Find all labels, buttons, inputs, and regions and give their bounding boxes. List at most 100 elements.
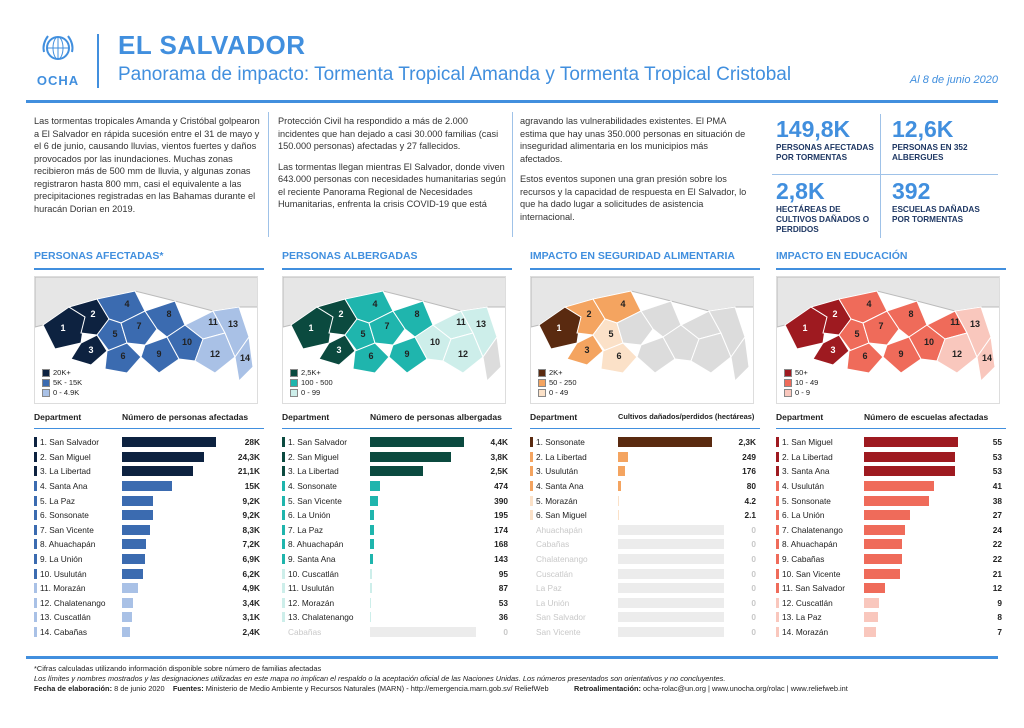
department-area[interactable] xyxy=(234,335,254,383)
value-bar xyxy=(370,437,464,448)
bar-track xyxy=(864,568,970,579)
row-value: 55 xyxy=(992,437,1002,448)
map-label: 4 xyxy=(620,299,625,309)
row-marker xyxy=(34,539,37,550)
department-name: 7. Chalatenango xyxy=(782,524,843,535)
department-area[interactable] xyxy=(690,332,732,374)
department-area[interactable] xyxy=(388,336,428,374)
legend-label: 0 - 4.9K xyxy=(53,388,80,397)
department-area[interactable] xyxy=(566,334,604,366)
table-row: 1. San Miguel 55 xyxy=(776,435,1006,450)
panel-3: IMPACTO EN SEGURIDAD ALIMENTARIA 1 2 3 4 5 6 2K… xyxy=(530,250,760,650)
department-area[interactable] xyxy=(936,332,978,374)
department-area[interactable] xyxy=(120,310,158,346)
department-area[interactable] xyxy=(976,335,996,383)
department-name: 2. La Libertad xyxy=(536,451,587,462)
value-bar xyxy=(370,451,452,462)
department-area[interactable] xyxy=(600,342,638,374)
department-area[interactable] xyxy=(194,332,236,374)
kpi-schools: 392 ESCUELAS DAÑADAS POR TORMENTAS xyxy=(892,178,996,225)
department-area[interactable] xyxy=(616,310,654,346)
department-area[interactable] xyxy=(368,310,406,346)
value-bar xyxy=(864,510,911,521)
bar-track xyxy=(122,597,228,608)
row-value: 9,2K xyxy=(242,510,260,521)
row-value: 7 xyxy=(997,627,1002,638)
row-value: 0 xyxy=(751,597,756,608)
row-value: 4,9K xyxy=(242,583,260,594)
map[interactable]: 1 2 3 4 5 6 2K+ 50 - 250 0 - 49 xyxy=(530,276,754,404)
map-label: 8 xyxy=(166,309,171,319)
row-value: 168 xyxy=(494,539,508,550)
kpi-label: PERSONAS EN 352 ALBERGUES xyxy=(892,143,968,162)
bar-track xyxy=(618,481,724,492)
value-bar xyxy=(370,568,373,579)
department-area[interactable] xyxy=(636,336,676,374)
map[interactable]: 1 2 3 4 5 6 7 8 9 10 11 12 13 2,5K+ 100 - 500 0 - 99 xyxy=(282,276,506,404)
legend-item: 10 - 49 xyxy=(784,378,818,388)
panel-4: IMPACTO EN EDUCACIÓN 1 2 3 4 5 6 7 8 9 10 11 12 13 14 5… xyxy=(776,250,1006,650)
value-bar xyxy=(864,627,876,638)
department-name: 10. Usulután xyxy=(40,568,87,579)
bar-track xyxy=(618,627,724,638)
department-area[interactable] xyxy=(882,336,922,374)
table-row: 11. Usulután 87 xyxy=(282,581,512,596)
department-area[interactable] xyxy=(862,310,900,346)
row-value: 22 xyxy=(992,554,1002,565)
value-bar xyxy=(370,466,424,477)
legend-label: 5K - 15K xyxy=(53,378,83,387)
map-label: 13 xyxy=(970,319,980,329)
department-area[interactable] xyxy=(812,334,850,366)
department-name: 12. Cuscatlán xyxy=(782,597,833,608)
table-row: 12. Cuscatlán 9 xyxy=(776,596,1006,611)
map-label: 12 xyxy=(458,349,468,359)
table-row: 10. San Vicente 21 xyxy=(776,566,1006,581)
report-date: Al 8 de junio 2020 xyxy=(909,74,998,86)
table-rule xyxy=(282,428,512,429)
table-header: Department Número de personas afectadas xyxy=(34,412,264,426)
table-row: San Salvador 0 xyxy=(530,610,760,625)
department-area[interactable] xyxy=(730,335,750,383)
intro-col-2: Protección Civil ha respondido a más de … xyxy=(278,115,506,219)
row-value: 4.2 xyxy=(744,495,756,506)
row-marker xyxy=(776,451,779,462)
row-value: 53 xyxy=(498,597,508,608)
map-label: 6 xyxy=(120,351,125,361)
map-label: 1 xyxy=(308,323,313,333)
bar-track xyxy=(122,583,228,594)
department-name: 10. San Vicente xyxy=(782,568,841,579)
department-area[interactable] xyxy=(140,336,180,374)
department-name: 6. La Unión xyxy=(288,510,331,521)
bar-track xyxy=(618,554,724,565)
bar-track xyxy=(864,554,970,565)
row-marker xyxy=(776,583,779,594)
department-name: 4. Sonsonate xyxy=(288,481,337,492)
value-bar xyxy=(864,539,902,550)
map-label: 12 xyxy=(952,349,962,359)
department-area[interactable] xyxy=(482,335,502,383)
row-marker xyxy=(34,597,37,608)
row-marker xyxy=(530,437,533,448)
ocha-logo[interactable]: OCHA xyxy=(28,30,88,88)
logo-text: OCHA xyxy=(36,73,80,88)
map[interactable]: 1 2 3 4 5 6 7 8 9 10 11 12 13 14 50+ 10 - 49 0 - 9 xyxy=(776,276,1000,404)
department-area[interactable] xyxy=(70,334,108,366)
department-area[interactable] xyxy=(318,334,356,366)
sources-link[interactable]: Ministerio de Medio Ambiente y Recursos … xyxy=(205,684,549,693)
row-marker xyxy=(282,539,285,550)
department-name: Cuscatlán xyxy=(536,568,573,579)
table-row: La Paz 0 xyxy=(530,581,760,596)
value-bar xyxy=(122,524,150,535)
table-row: 14. Morazán 7 xyxy=(776,625,1006,640)
table-row: 12. Chalatenango 3,4K xyxy=(34,596,264,611)
department-area[interactable] xyxy=(104,342,142,374)
value-bar xyxy=(864,451,955,462)
department-area[interactable] xyxy=(442,332,484,374)
department-name: 11. Morazán xyxy=(40,583,86,594)
kpi-value: 149,8K xyxy=(776,116,851,142)
department-area[interactable] xyxy=(846,342,884,374)
feedback-links[interactable]: ocha-rolac@un.org | www.unocha.org/rolac… xyxy=(643,684,848,693)
department-area[interactable] xyxy=(352,342,390,374)
row-marker xyxy=(776,481,779,492)
map[interactable]: 1 2 3 4 5 6 7 8 9 10 11 12 13 14 20K+ 5K - 15K 0 - 4.9K xyxy=(34,276,258,404)
